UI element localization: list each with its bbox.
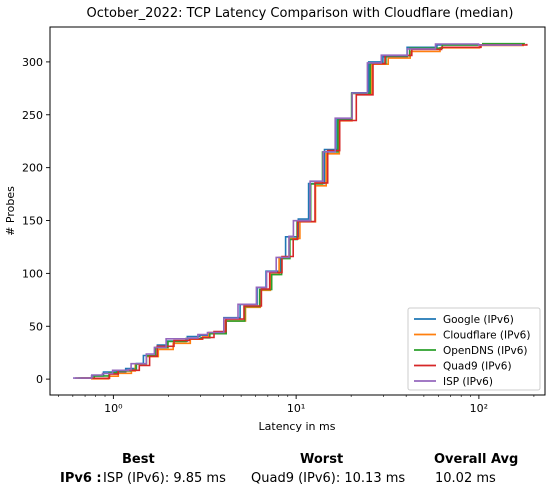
plot-frame [49, 26, 546, 396]
y-tick-label: 150 [22, 215, 43, 228]
legend-label: OpenDNS (IPv6) [443, 345, 528, 357]
y-tick-label: 300 [22, 56, 43, 69]
y-tick-label: 50 [29, 320, 43, 333]
latency-chart: October_2022: TCP Latency Comparison wit… [4, 6, 546, 433]
legend-label: Quad9 (IPv6) [443, 361, 512, 373]
y-tick-label: 200 [22, 162, 43, 175]
worst-value: Quad9 (IPv6): 10.13 ms [251, 471, 406, 486]
y-tick-label: 100 [22, 267, 43, 280]
x-axis-label: Latency in ms [259, 420, 336, 433]
overall-avg-value: 10.02 ms [435, 471, 496, 486]
chart-title: October_2022: TCP Latency Comparison wit… [87, 6, 514, 21]
y-tick-label: 250 [22, 109, 43, 122]
x-tick-label: 10⁰ [104, 402, 123, 415]
x-tick-label: 10¹ [287, 402, 305, 415]
y-axis-label: # Probes [4, 186, 17, 236]
legend: Google (IPv6) Cloudflare (IPv6) OpenDNS (I… [407, 307, 541, 391]
best-header: Best [122, 452, 155, 467]
x-tick-label: 10² [470, 402, 488, 415]
legend-label: Google (IPv6) [443, 314, 514, 326]
legend-label: ISP (IPv6) [443, 376, 493, 388]
series-line-isp-ipv6 [73, 43, 522, 379]
ipv6-row-label: IPv6 : [60, 471, 102, 486]
best-value: ISP (IPv6): 9.85 ms [103, 471, 226, 486]
y-tick-label: 0 [36, 373, 43, 386]
worst-header: Worst [300, 452, 344, 467]
overall-avg-header: Overall Avg [434, 452, 519, 467]
legend-box [407, 307, 541, 391]
summary-table: Best Worst Overall Avg IPv6 : ISP (IPv6)… [0, 450, 555, 494]
legend-label: Cloudflare (IPv6) [443, 330, 530, 342]
